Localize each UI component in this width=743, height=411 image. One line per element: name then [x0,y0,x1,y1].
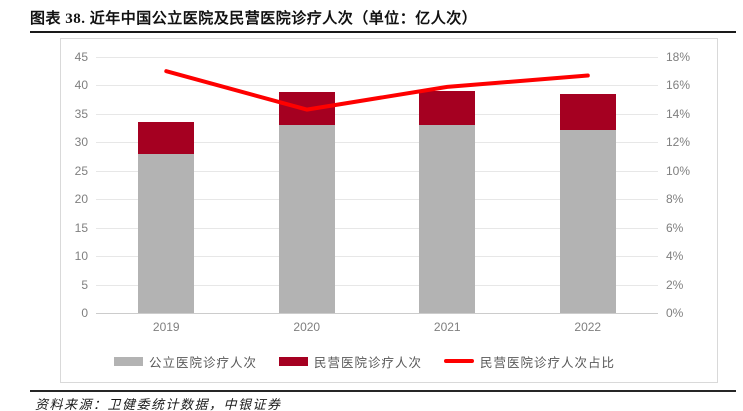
legend-item-3: 民营医院诊疗人次占比 [444,352,615,371]
legend-label: 公立医院诊疗人次 [149,355,258,370]
gridline [96,227,658,229]
gridline [96,313,658,314]
legend-item-1: 公立医院诊疗人次 [114,352,257,371]
y-axis-tick-left: 0 [81,306,88,320]
bar-public-2021 [419,125,476,313]
x-axis-label-2022: 2022 [574,320,602,334]
y-axis-tick-left: 40 [74,78,88,93]
y-axis-tick-right: 14% [666,106,691,121]
y-axis-tick-left: 15 [74,220,88,235]
x-axis-label-2019: 2019 [152,320,180,334]
y-axis-tick-left: 10 [74,249,88,264]
y-axis-tick-left: 30 [74,135,88,150]
title-divider-rule [30,31,736,33]
y-axis-tick-left: 5 [81,277,88,292]
bar-public-2020 [278,124,335,313]
x-axis-label-2020: 2020 [293,320,321,334]
ratio-line [164,69,590,112]
gridline [96,284,658,286]
y-axis-tick-left: 25 [74,163,88,178]
bar-private-2019 [138,121,195,154]
y-axis-tick-right: 12% [666,135,691,150]
gridline [96,256,658,258]
y-axis-tick-right: 4% [666,249,684,264]
x-axis-label-2021: 2021 [433,320,461,334]
y-axis-tick-left: 20 [74,192,88,207]
chart-frame: 45 18% 40 16% 35 14% 30 12% 25 10% 20 8% 15 6% 10 4% 5 2%… [60,38,718,383]
y-axis-tick-right: 2% [666,277,684,292]
y-axis-tick-right: 8% [666,192,684,207]
y-axis-tick-right: 18% [666,50,691,64]
legend-line-swatch [444,359,475,363]
legend-bar-swatch [114,356,143,366]
chart-legend: 公立医院诊疗人次 民营医院诊疗人次 民营医院诊疗人次占比 [114,352,615,370]
gridline [96,57,658,58]
y-axis-tick-right: 6% [666,220,684,235]
legend-label: 民营医院诊疗人次 [314,355,423,370]
footer-divider-rule [30,390,736,392]
bar-private-2022 [559,93,616,131]
legend-label: 民营医院诊疗人次占比 [480,355,616,370]
bar-private-2021 [419,91,476,126]
ratio-line-chart [164,69,590,112]
gridline [96,85,658,87]
source-note: 资料来源：卫健委统计数据，中银证券 [35,397,282,411]
gridline [96,170,658,172]
legend-bar-swatch [279,356,309,366]
y-axis-tick-left: 35 [74,106,88,121]
gridline [96,142,658,144]
figure-title: 图表 38. 近年中国公立医院及民营医院诊疗人次（单位：亿人次） [30,11,478,27]
y-axis-tick-left: 45 [74,50,88,64]
bar-public-2019 [138,153,195,313]
gridline [96,199,658,201]
gridline [96,113,658,115]
y-axis-tick-right: 0% [666,306,684,320]
legend-item-2: 民营医院诊疗人次 [279,352,422,371]
bar-public-2022 [559,130,616,313]
y-axis-tick-right: 16% [666,78,691,93]
y-axis-tick-right: 10% [666,163,691,178]
